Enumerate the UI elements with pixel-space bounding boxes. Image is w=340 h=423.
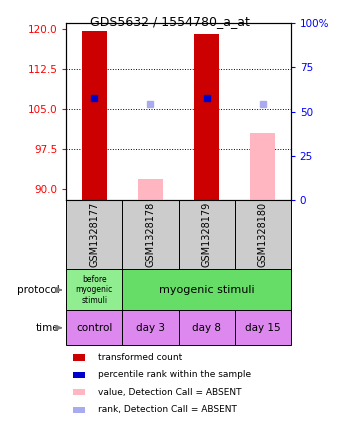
Text: GSM1328180: GSM1328180 bbox=[258, 202, 268, 267]
Text: day 8: day 8 bbox=[192, 323, 221, 333]
Text: transformed count: transformed count bbox=[98, 353, 182, 362]
Text: day 15: day 15 bbox=[245, 323, 280, 333]
FancyBboxPatch shape bbox=[178, 200, 235, 269]
Text: percentile rank within the sample: percentile rank within the sample bbox=[98, 371, 251, 379]
Text: value, Detection Call = ABSENT: value, Detection Call = ABSENT bbox=[98, 388, 241, 397]
Bar bbox=[138, 179, 163, 200]
Text: control: control bbox=[76, 323, 113, 333]
Bar bbox=[73, 389, 85, 396]
Text: GSM1328179: GSM1328179 bbox=[202, 202, 211, 267]
FancyBboxPatch shape bbox=[66, 269, 122, 310]
Text: day 3: day 3 bbox=[136, 323, 165, 333]
FancyBboxPatch shape bbox=[122, 269, 291, 310]
FancyBboxPatch shape bbox=[178, 310, 235, 345]
FancyBboxPatch shape bbox=[66, 310, 122, 345]
FancyBboxPatch shape bbox=[66, 200, 122, 269]
Text: GDS5632 / 1554780_a_at: GDS5632 / 1554780_a_at bbox=[90, 15, 250, 28]
Bar bbox=[73, 407, 85, 413]
Bar bbox=[73, 372, 85, 378]
FancyBboxPatch shape bbox=[122, 310, 178, 345]
Text: protocol: protocol bbox=[17, 285, 60, 295]
Text: myogenic stimuli: myogenic stimuli bbox=[159, 285, 254, 295]
FancyBboxPatch shape bbox=[235, 200, 291, 269]
Bar bbox=[82, 31, 107, 200]
Bar bbox=[250, 133, 275, 200]
Text: GSM1328177: GSM1328177 bbox=[89, 202, 99, 267]
Bar bbox=[194, 34, 219, 200]
Text: before
myogenic
stimuli: before myogenic stimuli bbox=[76, 275, 113, 305]
Text: GSM1328178: GSM1328178 bbox=[146, 202, 155, 267]
Text: time: time bbox=[36, 323, 60, 333]
Text: rank, Detection Call = ABSENT: rank, Detection Call = ABSENT bbox=[98, 405, 237, 414]
FancyBboxPatch shape bbox=[122, 200, 178, 269]
Bar bbox=[73, 354, 85, 361]
FancyBboxPatch shape bbox=[235, 310, 291, 345]
